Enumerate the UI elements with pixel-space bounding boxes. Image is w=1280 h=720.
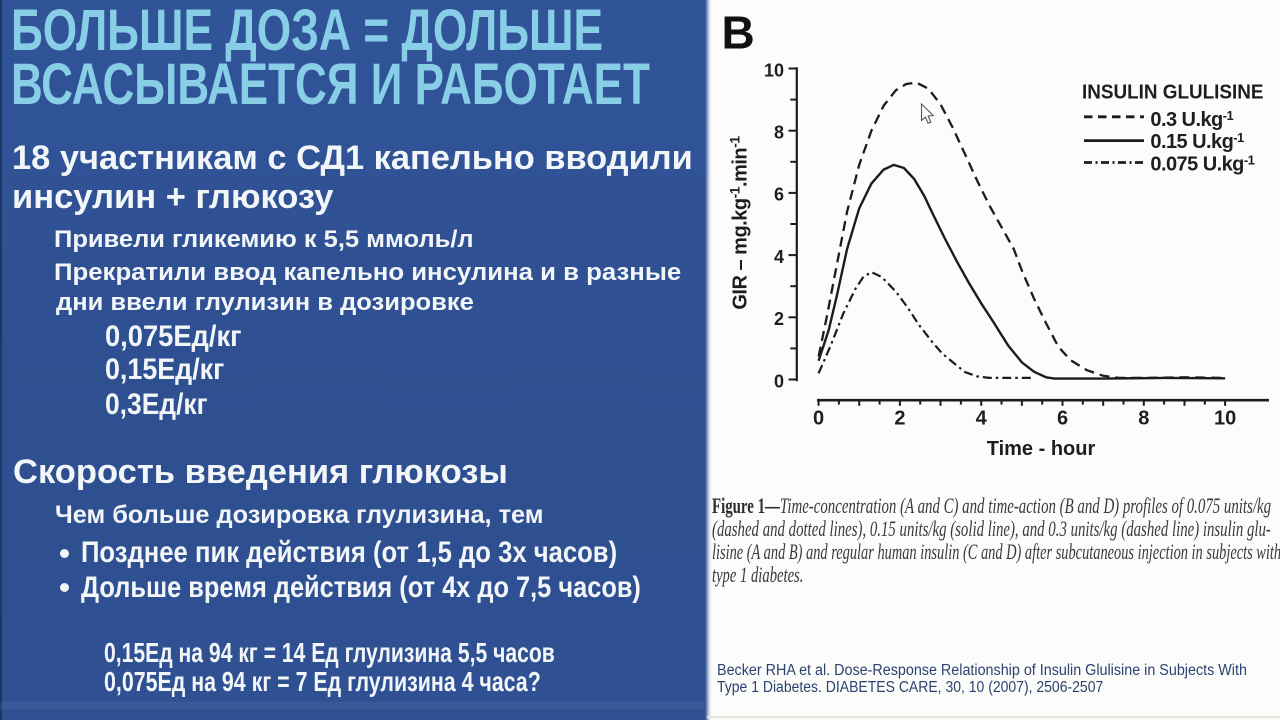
svg-text:0.15 U.kg-1: 0.15 U.kg-1 <box>1150 130 1244 153</box>
svg-text:B: B <box>722 6 755 58</box>
svg-text:10: 10 <box>1214 408 1236 430</box>
svg-text:0.075 U.kg-1: 0.075 U.kg-1 <box>1150 153 1254 176</box>
svg-text:0.3 U.kg-1: 0.3 U.kg-1 <box>1150 108 1233 131</box>
svg-text:2: 2 <box>894 408 905 430</box>
svg-text:4: 4 <box>976 408 988 430</box>
svg-text:6: 6 <box>1057 408 1068 430</box>
svg-text:0: 0 <box>774 371 784 391</box>
svg-text:6: 6 <box>774 185 784 205</box>
svg-text:INSULIN GLULISINE: INSULIN GLULISINE <box>1082 81 1264 103</box>
svg-text:8: 8 <box>774 123 784 143</box>
svg-text:4: 4 <box>774 247 784 267</box>
svg-text:8: 8 <box>1138 408 1149 430</box>
svg-text:2: 2 <box>774 309 784 329</box>
svg-text:10: 10 <box>764 60 784 80</box>
svg-text:0: 0 <box>813 408 824 430</box>
svg-text:Time - hour: Time - hour <box>987 438 1096 460</box>
svg-text:GIR – mg.kg-1.min-1: GIR – mg.kg-1.min-1 <box>727 136 752 310</box>
